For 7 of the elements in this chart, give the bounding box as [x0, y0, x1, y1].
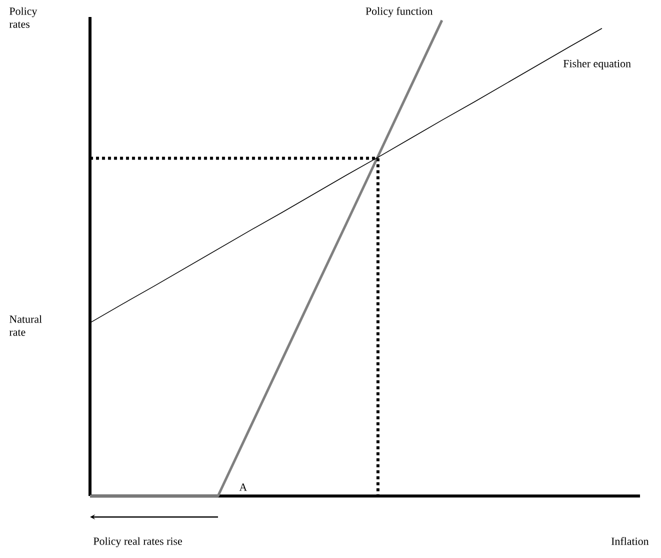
- y-axis-title: Policy rates: [9, 7, 38, 28]
- series-label: Fisher equation: [563, 60, 631, 70]
- text: Policy real rates rise: [94, 537, 182, 548]
- annotation: A: [239, 484, 248, 491]
- text: Natural rate: [9, 315, 42, 336]
- x-axis-title: Inflation: [611, 537, 649, 546]
- series-label: Policy function: [366, 7, 433, 18]
